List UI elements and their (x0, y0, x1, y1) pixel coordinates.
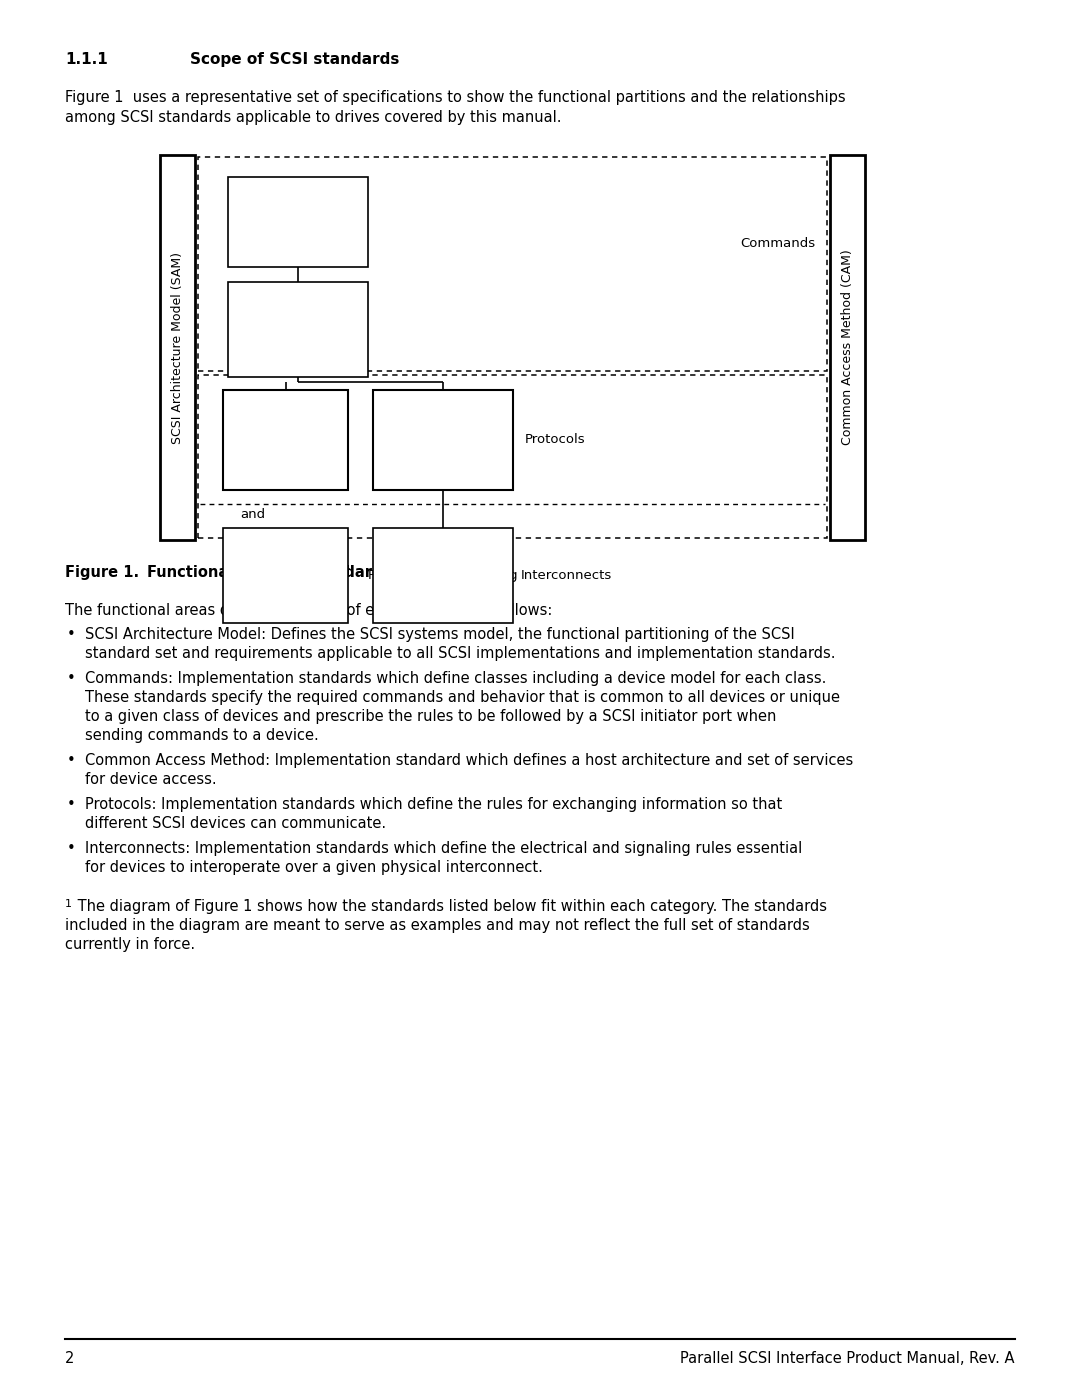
Text: to a given class of devices and prescribe the rules to be followed by a SCSI ini: to a given class of devices and prescrib… (85, 710, 777, 724)
Text: and: and (241, 507, 266, 521)
Text: Parallel SCSI Interface Product Manual, Rev. A: Parallel SCSI Interface Product Manual, … (680, 1351, 1015, 1366)
Text: Interconnects: Implementation standards which define the electrical and signalin: Interconnects: Implementation standards … (85, 841, 802, 856)
Text: SCSI Block
Commands (SBC): SCSI Block Commands (SBC) (240, 208, 356, 236)
Text: SCSI Architecture Model (SAM): SCSI Architecture Model (SAM) (171, 251, 184, 443)
Text: Figure 1.: Figure 1. (65, 564, 139, 580)
Text: Commands: Implementation standards which define classes including a device model: Commands: Implementation standards which… (85, 671, 826, 686)
Text: Scope of SCSI standards: Scope of SCSI standards (190, 52, 400, 67)
Text: The diagram of Figure 1 shows how the standards listed below fit within each cat: The diagram of Figure 1 shows how the st… (73, 900, 827, 914)
Text: 1.1.1: 1.1.1 (65, 52, 108, 67)
Text: SCSI Architecture Model: Defines the SCSI systems model, the functional partitio: SCSI Architecture Model: Defines the SCS… (85, 627, 795, 643)
Bar (228, 177, 368, 267)
Text: Commands: Commands (740, 237, 815, 250)
Bar (198, 156, 827, 370)
Text: •: • (67, 627, 76, 643)
Text: Protocols: Protocols (525, 433, 585, 446)
Bar (831, 155, 865, 541)
Bar (222, 390, 348, 489)
Text: These standards specify the required commands and behavior that is common to all: These standards specify the required com… (85, 690, 840, 705)
Bar (373, 528, 513, 623)
Text: 2: 2 (65, 1351, 75, 1366)
Text: SCSI
Parallel
Interface (SPI-3): SCSI Parallel Interface (SPI-3) (232, 553, 339, 597)
Text: among SCSI standards applicable to drives covered by this manual.: among SCSI standards applicable to drive… (65, 110, 562, 124)
Text: 1: 1 (65, 900, 72, 909)
Text: SCSI Primary
Commands (SPC): SCSI Primary Commands (SPC) (241, 316, 355, 344)
Text: •: • (67, 798, 76, 812)
Text: Interconnects: Interconnects (521, 569, 612, 581)
Text: for device access.: for device access. (85, 773, 217, 787)
Text: currently in force.: currently in force. (65, 937, 195, 951)
Text: •: • (67, 841, 76, 856)
Text: The functional areas define the scope of each standard as follows:: The functional areas define the scope of… (65, 604, 552, 617)
Text: sending commands to a device.: sending commands to a device. (85, 728, 319, 743)
Text: •: • (67, 671, 76, 686)
Bar (373, 390, 513, 489)
Text: standard set and requirements applicable to all SCSI implementations and impleme: standard set and requirements applicable… (85, 645, 836, 661)
Bar (198, 374, 827, 538)
Text: Common Access Method: Implementation standard which defines a host architecture : Common Access Method: Implementation sta… (85, 753, 853, 768)
Text: 1: 1 (295, 562, 302, 571)
Text: different SCSI devices can communicate.: different SCSI devices can communicate. (85, 816, 387, 831)
Text: •: • (67, 753, 76, 768)
Text: standards: standards (303, 564, 391, 580)
Text: SCSI
Fibre Channel
Protocol (FCP): SCSI Fibre Channel Protocol (FCP) (396, 418, 489, 461)
Text: included in the diagram are meant to serve as examples and may not reflect the f: included in the diagram are meant to ser… (65, 918, 810, 933)
Bar (228, 282, 368, 377)
Text: Functional scope of SCSI: Functional scope of SCSI (147, 564, 350, 580)
Bar (160, 155, 195, 541)
Text: for devices to interoperate over a given physical interconnect.: for devices to interoperate over a given… (85, 861, 543, 875)
Text: Figure 1  uses a representative set of specifications to show the functional par: Figure 1 uses a representative set of sp… (65, 89, 846, 105)
Text: SCSI
Interlocked
Protocol: SCSI Interlocked Protocol (248, 418, 323, 461)
Bar (222, 528, 348, 623)
Text: Common Access Method (CAM): Common Access Method (CAM) (841, 250, 854, 446)
Text: Protocols: Implementation standards which define the rules for exchanging inform: Protocols: Implementation standards whic… (85, 798, 782, 812)
Text: Fibre Channel
Physical and Signaling
Interface (FC-PH): Fibre Channel Physical and Signaling Int… (368, 553, 517, 597)
